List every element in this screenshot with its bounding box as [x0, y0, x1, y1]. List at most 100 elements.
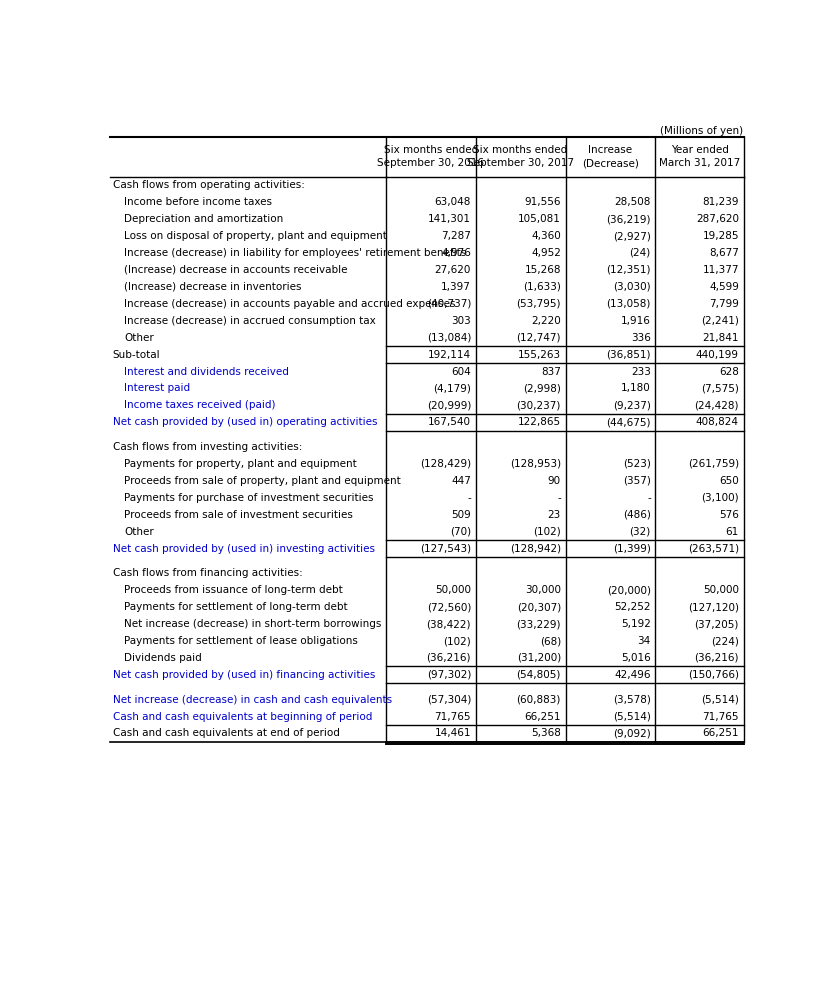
Text: Net increase (decrease) in short-term borrowings: Net increase (decrease) in short-term bo…	[124, 619, 382, 629]
Text: (2,927): (2,927)	[613, 231, 651, 242]
Text: 837: 837	[541, 366, 561, 376]
Text: 5,016: 5,016	[621, 653, 651, 663]
Text: -: -	[467, 493, 471, 503]
Text: (20,307): (20,307)	[516, 602, 561, 612]
Text: 28,508: 28,508	[615, 198, 651, 208]
Text: (13,058): (13,058)	[606, 298, 651, 308]
Text: (128,953): (128,953)	[510, 459, 561, 469]
Text: 66,251: 66,251	[525, 712, 561, 722]
Text: 408,824: 408,824	[696, 417, 739, 427]
Text: 61: 61	[726, 527, 739, 537]
Text: 15,268: 15,268	[525, 264, 561, 274]
Text: (12,747): (12,747)	[516, 332, 561, 342]
Text: 303: 303	[451, 315, 471, 325]
Text: Income before income taxes: Income before income taxes	[124, 198, 272, 208]
Text: 1,916: 1,916	[621, 315, 651, 325]
Text: Payments for purchase of investment securities: Payments for purchase of investment secu…	[124, 493, 374, 503]
Text: (36,851): (36,851)	[606, 349, 651, 359]
Text: 155,263: 155,263	[518, 349, 561, 359]
Text: (70): (70)	[450, 527, 471, 537]
Text: (31,200): (31,200)	[516, 653, 561, 663]
Text: 90: 90	[548, 476, 561, 486]
Text: (4,179): (4,179)	[433, 383, 471, 393]
Text: Increase (decrease) in accounts payable and accrued expenses: Increase (decrease) in accounts payable …	[124, 298, 456, 308]
Text: (128,942): (128,942)	[510, 544, 561, 554]
Text: (1,633): (1,633)	[523, 281, 561, 291]
Text: (37,205): (37,205)	[695, 619, 739, 629]
Text: Increase
(Decrease): Increase (Decrease)	[582, 145, 639, 169]
Text: 21,841: 21,841	[702, 332, 739, 342]
Text: (127,543): (127,543)	[420, 544, 471, 554]
Text: Proceeds from issuance of long-term debt: Proceeds from issuance of long-term debt	[124, 585, 343, 595]
Text: 11,377: 11,377	[702, 264, 739, 274]
Text: (128,429): (128,429)	[420, 459, 471, 469]
Text: (33,229): (33,229)	[516, 619, 561, 629]
Text: (Millions of yen): (Millions of yen)	[661, 126, 744, 136]
Text: (32): (32)	[630, 527, 651, 537]
Text: 105,081: 105,081	[518, 215, 561, 225]
Text: 50,000: 50,000	[703, 585, 739, 595]
Text: (2,241): (2,241)	[701, 315, 739, 325]
Text: (36,216): (36,216)	[695, 653, 739, 663]
Text: Net increase (decrease) in cash and cash equivalents: Net increase (decrease) in cash and cash…	[112, 695, 392, 705]
Text: (13,084): (13,084)	[426, 332, 471, 342]
Text: (72,560): (72,560)	[426, 602, 471, 612]
Text: (Increase) decrease in accounts receivable: (Increase) decrease in accounts receivab…	[124, 264, 347, 274]
Text: Depreciation and amortization: Depreciation and amortization	[124, 215, 283, 225]
Text: (523): (523)	[623, 459, 651, 469]
Text: (30,237): (30,237)	[516, 400, 561, 410]
Text: 34: 34	[637, 636, 651, 646]
Text: (24,428): (24,428)	[695, 400, 739, 410]
Text: (54,805): (54,805)	[516, 670, 561, 680]
Text: (3,578): (3,578)	[613, 695, 651, 705]
Text: (261,759): (261,759)	[688, 459, 739, 469]
Text: (2,998): (2,998)	[523, 383, 561, 393]
Text: (24): (24)	[630, 248, 651, 257]
Text: Interest paid: Interest paid	[124, 383, 191, 393]
Text: 7,287: 7,287	[441, 231, 471, 242]
Text: Payments for settlement of lease obligations: Payments for settlement of lease obligat…	[124, 636, 358, 646]
Text: 71,765: 71,765	[435, 712, 471, 722]
Text: Dividends paid: Dividends paid	[124, 653, 202, 663]
Text: (60,883): (60,883)	[516, 695, 561, 705]
Text: (9,092): (9,092)	[613, 729, 651, 739]
Text: 1,397: 1,397	[441, 281, 471, 291]
Text: Sub-total: Sub-total	[112, 349, 160, 359]
Text: (40,737): (40,737)	[426, 298, 471, 308]
Text: (102): (102)	[533, 527, 561, 537]
Text: (150,766): (150,766)	[688, 670, 739, 680]
Text: Net cash provided by (used in) financing activities: Net cash provided by (used in) financing…	[112, 670, 375, 680]
Text: 5,192: 5,192	[621, 619, 651, 629]
Text: Payments for settlement of long-term debt: Payments for settlement of long-term deb…	[124, 602, 348, 612]
Text: 287,620: 287,620	[696, 215, 739, 225]
Text: 50,000: 50,000	[435, 585, 471, 595]
Text: 1,180: 1,180	[621, 383, 651, 393]
Text: 192,114: 192,114	[428, 349, 471, 359]
Text: Proceeds from sale of investment securities: Proceeds from sale of investment securit…	[124, 510, 353, 520]
Text: 167,540: 167,540	[428, 417, 471, 427]
Text: (20,999): (20,999)	[426, 400, 471, 410]
Text: Other: Other	[124, 332, 154, 342]
Text: (9,237): (9,237)	[613, 400, 651, 410]
Text: 63,048: 63,048	[435, 198, 471, 208]
Text: Year ended
March 31, 2017: Year ended March 31, 2017	[659, 145, 740, 169]
Text: (3,100): (3,100)	[701, 493, 739, 503]
Text: 81,239: 81,239	[702, 198, 739, 208]
Text: 30,000: 30,000	[525, 585, 561, 595]
Text: (357): (357)	[623, 476, 651, 486]
Text: 628: 628	[719, 366, 739, 376]
Text: Six months ended
September 30, 2016: Six months ended September 30, 2016	[377, 145, 484, 169]
Text: (57,304): (57,304)	[426, 695, 471, 705]
Text: (36,216): (36,216)	[426, 653, 471, 663]
Text: 141,301: 141,301	[428, 215, 471, 225]
Text: 576: 576	[719, 510, 739, 520]
Text: (486): (486)	[623, 510, 651, 520]
Text: (12,351): (12,351)	[606, 264, 651, 274]
Text: 336: 336	[631, 332, 651, 342]
Text: Income taxes received (paid): Income taxes received (paid)	[124, 400, 276, 410]
Text: Other: Other	[124, 527, 154, 537]
Text: 4,360: 4,360	[531, 231, 561, 242]
Text: 42,496: 42,496	[615, 670, 651, 680]
Text: (224): (224)	[711, 636, 739, 646]
Text: 7,799: 7,799	[709, 298, 739, 308]
